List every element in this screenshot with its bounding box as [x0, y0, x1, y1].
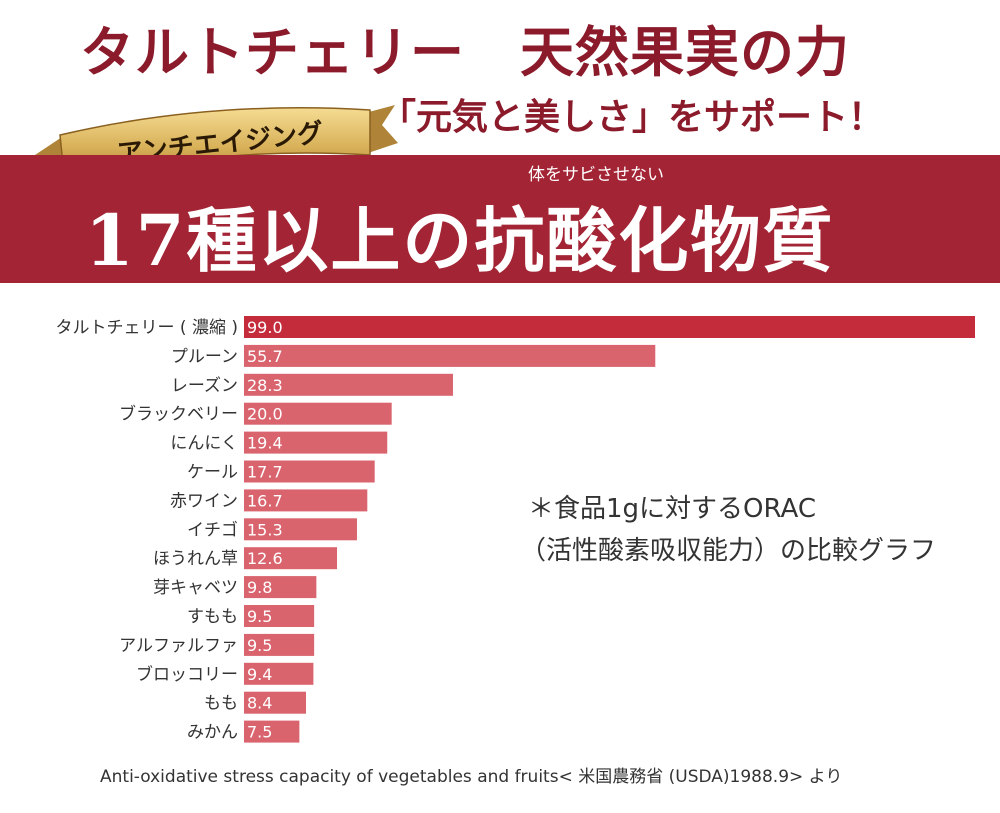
chart-note-line2: （活性酸素吸収能力）の比較グラフ	[520, 536, 937, 566]
category-label: ケール	[187, 463, 238, 483]
value-label: 19.4	[247, 434, 283, 453]
bar	[244, 431, 388, 454]
page-subtitle: 「元気と美しさ」をサポート！	[380, 96, 885, 138]
bar	[244, 316, 975, 338]
bar	[244, 691, 307, 714]
category-label: ほうれん草	[153, 549, 238, 569]
value-label: 99.0	[247, 318, 283, 337]
page-title: タルトチェリー 天然果実の力	[80, 20, 850, 84]
value-label: 20.0	[247, 405, 283, 424]
bar	[244, 518, 357, 541]
category-label: にんにく	[170, 434, 238, 454]
category-label: アルファルファ	[119, 636, 238, 656]
value-label: 9.4	[247, 665, 272, 684]
bar	[244, 547, 338, 570]
bar	[244, 402, 392, 425]
category-label: タルトチェリー ( 濃縮 )	[56, 318, 238, 338]
headline-furigana: 体をサビさせない	[528, 165, 664, 185]
value-label: 55.7	[247, 347, 283, 366]
category-label: イチゴ	[187, 519, 238, 540]
bar	[244, 576, 317, 599]
headline-banner	[0, 155, 1000, 283]
chart-note: ＊食品1gに対するORAC （活性酸素吸収能力）の比較グラフ	[520, 488, 960, 572]
value-label: 9.5	[247, 607, 272, 626]
category-label: プルーン	[171, 347, 238, 367]
value-label: 12.6	[247, 549, 283, 568]
bar	[244, 460, 375, 483]
chart-note-line1: ＊食品1gに対するORAC	[528, 494, 817, 524]
value-label: 15.3	[247, 520, 283, 539]
source-citation: Anti-oxidative stress capacity of vegeta…	[100, 767, 843, 787]
value-label: 9.8	[247, 578, 272, 597]
orac-bar-chart: タルトチェリー ( 濃縮 ) 99.0 プルーン 55.7 レーズン 28.3 ブラックベリ…	[56, 316, 975, 743]
category-label: すもも	[187, 607, 238, 627]
bar	[244, 373, 453, 396]
category-label: ブロッコリー	[136, 664, 238, 685]
value-label: 28.3	[247, 376, 283, 395]
headline-text: 17種以上の抗酸化物質	[85, 199, 835, 282]
bar	[244, 605, 315, 627]
category-label: 芽キャベツ	[153, 578, 238, 598]
bar	[244, 720, 300, 743]
bar	[244, 662, 314, 685]
category-label: 赤ワイン	[170, 491, 238, 511]
category-label: レーズン	[171, 376, 238, 396]
value-label: 9.5	[247, 636, 272, 655]
category-label: もも	[204, 694, 238, 714]
bar	[244, 489, 368, 512]
category-label: みかん	[187, 723, 238, 743]
value-label: 7.5	[247, 723, 272, 742]
value-label: 16.7	[247, 491, 283, 510]
value-label: 8.4	[247, 694, 272, 713]
bar	[244, 344, 656, 367]
bar	[244, 633, 315, 656]
value-label: 17.7	[247, 463, 283, 482]
category-label: ブラックベリー	[119, 404, 238, 425]
